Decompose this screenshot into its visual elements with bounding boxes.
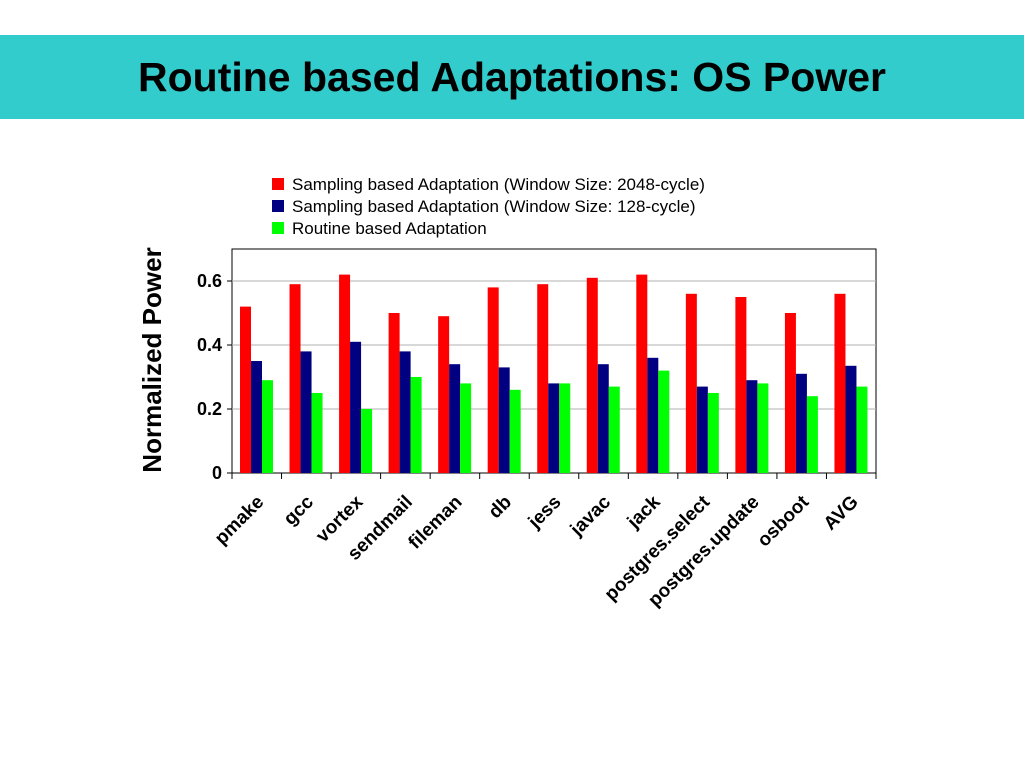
bar-pmake-series-1 xyxy=(240,306,251,473)
bar-javac-series-1 xyxy=(586,277,598,473)
bar-vortex-series-3 xyxy=(361,409,373,473)
legend-swatch xyxy=(272,200,284,212)
x-category-label: jess xyxy=(524,492,566,534)
legend-swatch xyxy=(272,178,284,190)
y-tick-label: 0.4 xyxy=(197,335,222,355)
y-axis-label: Normalized Power xyxy=(137,247,167,472)
bar-pmake-series-2 xyxy=(251,361,262,473)
bar-db-series-2 xyxy=(498,367,510,473)
x-category-label: jack xyxy=(623,491,665,533)
bar-fileman-series-2 xyxy=(449,364,461,473)
bar-gcc-series-2 xyxy=(300,351,312,473)
bar-fileman-series-1 xyxy=(438,316,450,473)
bar-db-series-1 xyxy=(487,287,499,473)
x-category-label: osboot xyxy=(754,491,814,551)
bar-jess-series-2 xyxy=(548,383,560,473)
x-category-label: AVG xyxy=(820,492,863,535)
bar-postgres-select-series-3 xyxy=(707,393,719,473)
bar-jack-series-2 xyxy=(647,357,659,473)
y-tick-label: 0 xyxy=(212,463,222,483)
bar-pmake-series-3 xyxy=(262,380,273,473)
bar-sendmail-series-3 xyxy=(410,377,422,473)
legend-swatch xyxy=(272,222,284,234)
bar-AVG-series-3 xyxy=(856,386,868,473)
y-tick-label: 0.2 xyxy=(197,399,222,419)
legend-label: Routine based Adaptation xyxy=(292,219,487,238)
x-category-label: fileman xyxy=(405,492,467,554)
bar-vortex-series-2 xyxy=(350,341,362,473)
bar-sendmail-series-2 xyxy=(399,351,411,473)
title-bar: Routine based Adaptations: OS Power xyxy=(0,35,1024,119)
legend-label: Sampling based Adaptation (Window Size: … xyxy=(292,197,696,216)
bar-javac-series-3 xyxy=(608,386,620,473)
bar-AVG-series-2 xyxy=(845,365,857,473)
slide-title: Routine based Adaptations: OS Power xyxy=(138,53,886,100)
chart-legend: Sampling based Adaptation (Window Size: … xyxy=(272,175,705,238)
bar-vortex-series-1 xyxy=(339,274,351,473)
x-category-label: javac xyxy=(566,491,615,540)
bar-osboot-series-2 xyxy=(795,373,807,473)
bar-postgres-update-series-1 xyxy=(735,297,747,473)
plot-area xyxy=(231,248,877,474)
bar-postgres-update-series-3 xyxy=(757,383,769,473)
bar-postgres-update-series-2 xyxy=(746,380,758,473)
bar-gcc-series-3 xyxy=(311,393,323,473)
bar-sendmail-series-1 xyxy=(388,313,400,473)
bar-gcc-series-1 xyxy=(289,284,301,473)
x-category-label: pmake xyxy=(211,492,268,549)
bar-jack-series-1 xyxy=(636,274,648,473)
bar-db-series-3 xyxy=(509,389,521,473)
bar-jack-series-3 xyxy=(658,370,670,473)
x-category-label: gcc xyxy=(280,491,318,529)
y-tick-label: 0.6 xyxy=(197,271,222,291)
bar-AVG-series-1 xyxy=(834,293,846,473)
bar-fileman-series-3 xyxy=(460,383,472,473)
bar-osboot-series-1 xyxy=(784,313,796,473)
bar-osboot-series-3 xyxy=(806,396,818,473)
legend-label: Sampling based Adaptation (Window Size: … xyxy=(292,175,705,194)
y-axis: 0 0.2 0.4 0.6 xyxy=(197,271,232,483)
bar-jess-series-1 xyxy=(537,284,549,473)
bar-jess-series-3 xyxy=(559,383,571,473)
bar-javac-series-2 xyxy=(597,364,609,473)
bar-postgres-select-series-1 xyxy=(685,293,697,473)
x-category-label: db xyxy=(485,492,516,523)
bar-postgres-select-series-2 xyxy=(696,386,708,473)
